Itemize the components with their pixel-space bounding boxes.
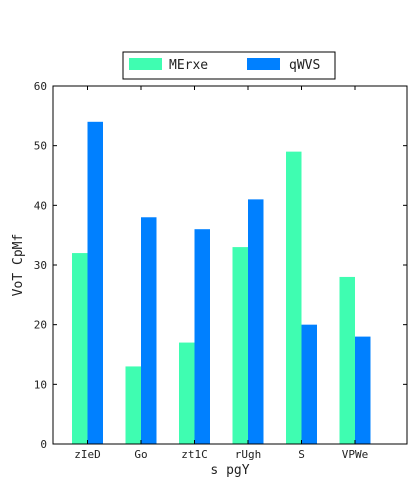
y-tick-label: 50 <box>34 140 47 153</box>
x-tick-label: VPWe <box>342 448 369 461</box>
y-tick-label: 40 <box>34 199 47 212</box>
bar-MErxe-VPWe <box>339 276 355 444</box>
y-tick-label: 20 <box>34 319 47 332</box>
y-axis-label: VoT CpMf <box>11 234 26 297</box>
bar-qWVS-zIeD <box>87 121 103 445</box>
bar-MErxe-Go <box>125 366 141 444</box>
bar-qWVS-zt1C <box>194 229 210 444</box>
bar-qWVS-S <box>301 324 317 444</box>
y-tick-label: 0 <box>40 438 47 451</box>
legend-label-MErxe: MErxe <box>169 58 208 73</box>
bar-qWVS-rUgh <box>248 199 264 444</box>
legend-swatch-qWVS <box>247 58 280 70</box>
bar-MErxe-S <box>286 151 302 444</box>
x-tick-label: S <box>298 448 305 461</box>
legend-label-qWVS: qWVS <box>289 58 320 73</box>
plot-frame <box>52 85 408 445</box>
bar-MErxe-zIeD <box>72 253 88 444</box>
legend-box <box>122 51 336 80</box>
x-tick-label: zIeD <box>74 448 101 461</box>
y-tick-label: 60 <box>34 80 47 93</box>
x-tick-label: zt1C <box>181 448 208 461</box>
x-axis-label: s pgY <box>210 463 249 478</box>
x-tick-label: rUgh <box>235 448 262 461</box>
bar-MErxe-zt1C <box>179 342 195 444</box>
bar-qWVS-VPWe <box>355 336 371 444</box>
legend: MErxe qWVS <box>122 51 336 80</box>
y-tick-label: 30 <box>34 259 47 272</box>
legend-swatch-MErxe <box>129 58 162 70</box>
bar-MErxe-rUgh <box>232 247 248 444</box>
plot-area: zIeD Go zt1C rUgh S VPWe 0 10 20 30 40 50 60 <box>34 80 408 461</box>
x-tick-label: Go <box>134 448 147 461</box>
y-tick-label: 10 <box>34 378 47 391</box>
bar-qWVS-Go <box>141 217 157 444</box>
